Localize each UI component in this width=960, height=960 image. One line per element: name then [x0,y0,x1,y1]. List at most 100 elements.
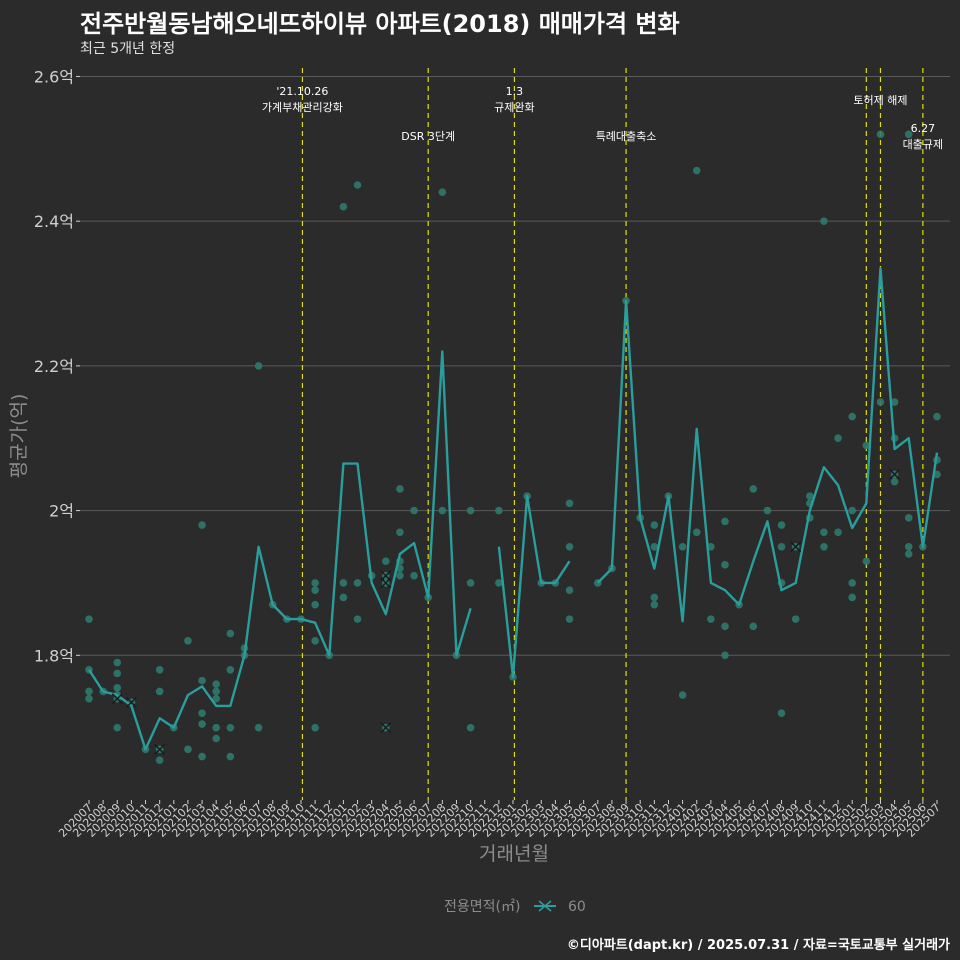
event-label: 특례대출축소 [596,130,657,143]
data-point [692,166,701,175]
data-point [678,691,687,699]
legend: 전용면적(㎡) 60 [444,899,586,915]
cross-markers [111,468,901,755]
data-point [155,756,164,765]
data-point [212,734,220,743]
data-point [155,687,164,696]
data-point [565,615,574,623]
y-tick-label: 2.6억 [34,67,74,86]
event-label: 1.3 [506,85,524,98]
average-line [87,267,939,751]
legend-title: 전용면적(㎡) [444,899,520,915]
data-point [650,542,659,551]
data-point [721,622,729,631]
event-label: 가계부채관리강화 [262,101,343,114]
data-point [353,579,362,587]
cross-marker [125,696,137,708]
data-point [184,637,192,645]
data-point [226,665,235,674]
event-label: 6.27 [911,122,936,135]
data-point [339,593,348,602]
data-point [848,506,856,515]
data-point [396,528,404,537]
data-point [311,586,319,594]
x-axis-title: 거래년월 [479,843,549,865]
data-point [353,615,362,623]
series-line [87,350,472,751]
data-point [113,658,122,667]
data-point [806,492,814,500]
data-point [650,593,659,602]
y-tick-label: 2억 [49,502,74,521]
data-point [777,542,786,551]
data-point [820,217,828,225]
data-point [339,579,348,587]
data-point [848,412,856,421]
data-point [904,542,913,551]
data-point [904,130,913,139]
data-point [791,615,800,623]
data-point [749,622,758,631]
data-point [763,506,772,515]
data-point [410,571,418,580]
series-line [497,494,571,679]
y-tick-label: 2.2억 [34,357,74,376]
data-point [565,586,574,594]
data-point [212,680,220,689]
data-point [876,398,885,406]
data-point [707,615,715,623]
data-point [876,130,885,139]
event-label: 규제완화 [494,101,534,114]
cross-marker [380,577,392,589]
event-label: 토허제 해제 [853,93,907,107]
cross-marker [380,722,392,734]
data-point [466,723,475,732]
source-caption: ©디아파트(dapt.kr) / 2025.07.31 / 자료=국토교통부 실… [566,938,950,953]
data-point [184,745,192,754]
x-axis-ticks: 2020072020082020092020102020112020122021… [56,800,943,840]
data-point [198,752,206,761]
data-point [820,528,828,537]
data-point [226,723,235,732]
cross-marker [790,541,802,553]
data-point [85,687,93,696]
data-point [820,542,828,551]
data-point [749,485,758,493]
data-point [904,550,913,558]
cross-marker [154,743,166,755]
data-point [890,477,899,486]
data-point [226,752,235,761]
legend-cross-icon [538,900,552,912]
data-point [339,202,348,211]
event-label: '21.10.26 [276,85,328,98]
data-point [113,669,122,678]
chart-subtitle: 최근 5개년 한정 [80,41,176,57]
data-point [353,181,362,189]
data-point [890,398,899,406]
data-point [311,723,319,732]
data-point [85,694,93,703]
data-point [721,517,729,526]
event-label: DSR 3단계 [401,130,455,143]
data-point [834,434,842,443]
data-point [212,694,220,703]
data-point [933,412,941,421]
data-point [438,506,447,515]
cross-marker [111,693,123,705]
data-point [692,528,701,537]
data-point [198,676,206,685]
data-point [834,528,842,537]
data-point [254,723,263,732]
data-point [862,557,871,566]
y-tick-label: 2.4억 [34,212,74,231]
data-point [396,485,404,493]
data-point [198,521,206,529]
chart-title: 전주반월동남해오네뜨하이뷰 아파트(2018) 매매가격 변화 [80,10,680,38]
data-point [85,615,93,623]
data-point [777,709,786,717]
data-point [848,593,856,602]
data-point [113,723,122,732]
series-line [596,267,939,623]
